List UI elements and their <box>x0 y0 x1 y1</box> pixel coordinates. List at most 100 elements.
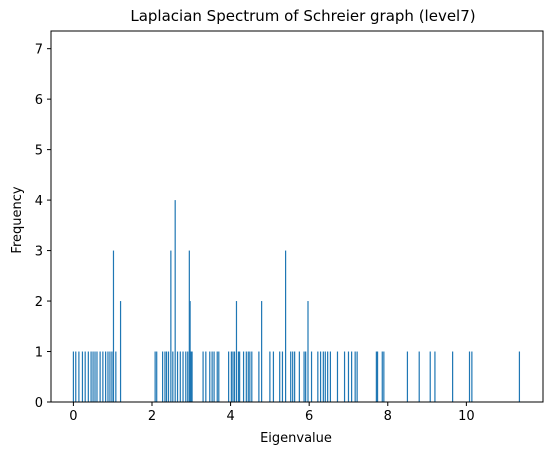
bar <box>119 301 122 402</box>
x-tick-label: 0 <box>69 409 77 424</box>
bar <box>269 351 271 402</box>
bar <box>190 351 192 402</box>
x-ticks: 0 2 4 6 8 10 <box>69 402 475 424</box>
y-tick-label: 6 <box>35 93 43 108</box>
bar <box>336 351 339 402</box>
bar <box>317 351 319 402</box>
x-tick-label: 8 <box>384 409 392 424</box>
bar <box>111 351 113 402</box>
bar <box>165 351 168 402</box>
bar <box>279 351 281 402</box>
bar <box>189 301 191 402</box>
bar <box>105 351 107 402</box>
bar <box>72 351 74 402</box>
x-tick-label: 4 <box>226 409 234 424</box>
bar <box>237 351 240 402</box>
y-ticks: 0 1 2 3 4 5 6 7 <box>35 43 51 411</box>
bar <box>170 250 172 402</box>
bar <box>78 351 80 402</box>
bar <box>107 351 109 402</box>
bar <box>356 351 358 402</box>
bar <box>202 351 204 402</box>
bar <box>290 351 292 402</box>
bar <box>518 351 521 402</box>
y-tick-label: 4 <box>35 194 43 209</box>
bar <box>164 351 166 402</box>
bar <box>84 351 86 402</box>
bar <box>429 351 431 402</box>
bar <box>354 351 356 402</box>
bar <box>75 351 77 402</box>
bar <box>310 351 313 402</box>
y-tick-label: 5 <box>35 144 43 159</box>
bar <box>87 351 89 402</box>
bar <box>434 351 436 402</box>
bar <box>176 351 179 402</box>
bar <box>218 351 220 402</box>
bar <box>319 351 322 402</box>
bar <box>343 351 346 402</box>
bar <box>251 351 253 402</box>
bar <box>162 351 164 402</box>
bar <box>406 351 409 402</box>
bar <box>327 351 329 402</box>
bar <box>167 351 170 402</box>
chart-title: Laplacian Spectrum of Schreier graph (le… <box>130 7 475 25</box>
bar <box>232 351 234 402</box>
bar <box>247 351 249 402</box>
bar <box>292 351 294 402</box>
x-tick-label: 10 <box>458 409 475 424</box>
bar <box>249 351 251 402</box>
bar <box>281 351 284 402</box>
bar <box>376 351 379 402</box>
bar <box>94 351 96 402</box>
bar <box>213 351 215 402</box>
y-axis-label: Frequency <box>10 186 25 253</box>
plot-frame <box>50 30 544 403</box>
bar <box>261 301 263 402</box>
bar <box>285 250 287 402</box>
x-tick-label: 2 <box>148 409 156 424</box>
bars-group <box>72 200 521 402</box>
bar <box>298 351 300 402</box>
bar <box>468 351 471 402</box>
bar <box>351 351 353 402</box>
bar <box>172 351 174 402</box>
bar <box>81 351 84 402</box>
bar <box>156 351 158 402</box>
bar <box>179 351 181 402</box>
bar <box>211 351 213 402</box>
bar <box>303 351 305 402</box>
bar <box>90 351 92 402</box>
bar <box>216 351 218 402</box>
bar <box>205 351 207 402</box>
bar <box>347 351 350 402</box>
bar <box>96 351 98 402</box>
bar <box>329 351 331 402</box>
bar <box>191 351 193 402</box>
bar <box>418 351 420 402</box>
bar <box>188 250 190 402</box>
bar <box>324 351 326 402</box>
bar <box>383 351 385 402</box>
bar <box>239 351 241 402</box>
bar <box>375 351 377 402</box>
bar <box>115 351 117 402</box>
bar <box>294 351 296 402</box>
bar <box>305 351 307 402</box>
x-tick-label: 6 <box>305 409 313 424</box>
y-tick-label: 3 <box>35 245 43 260</box>
bar <box>102 351 104 402</box>
bar <box>230 351 232 402</box>
bar <box>272 351 275 402</box>
bar <box>182 351 184 402</box>
bar <box>228 351 230 402</box>
bar <box>381 351 383 402</box>
y-tick-label: 0 <box>35 396 43 411</box>
bar <box>242 351 245 402</box>
bar <box>209 351 211 402</box>
bar <box>109 351 111 402</box>
y-tick-label: 7 <box>35 43 43 58</box>
y-tick-label: 2 <box>35 295 43 310</box>
